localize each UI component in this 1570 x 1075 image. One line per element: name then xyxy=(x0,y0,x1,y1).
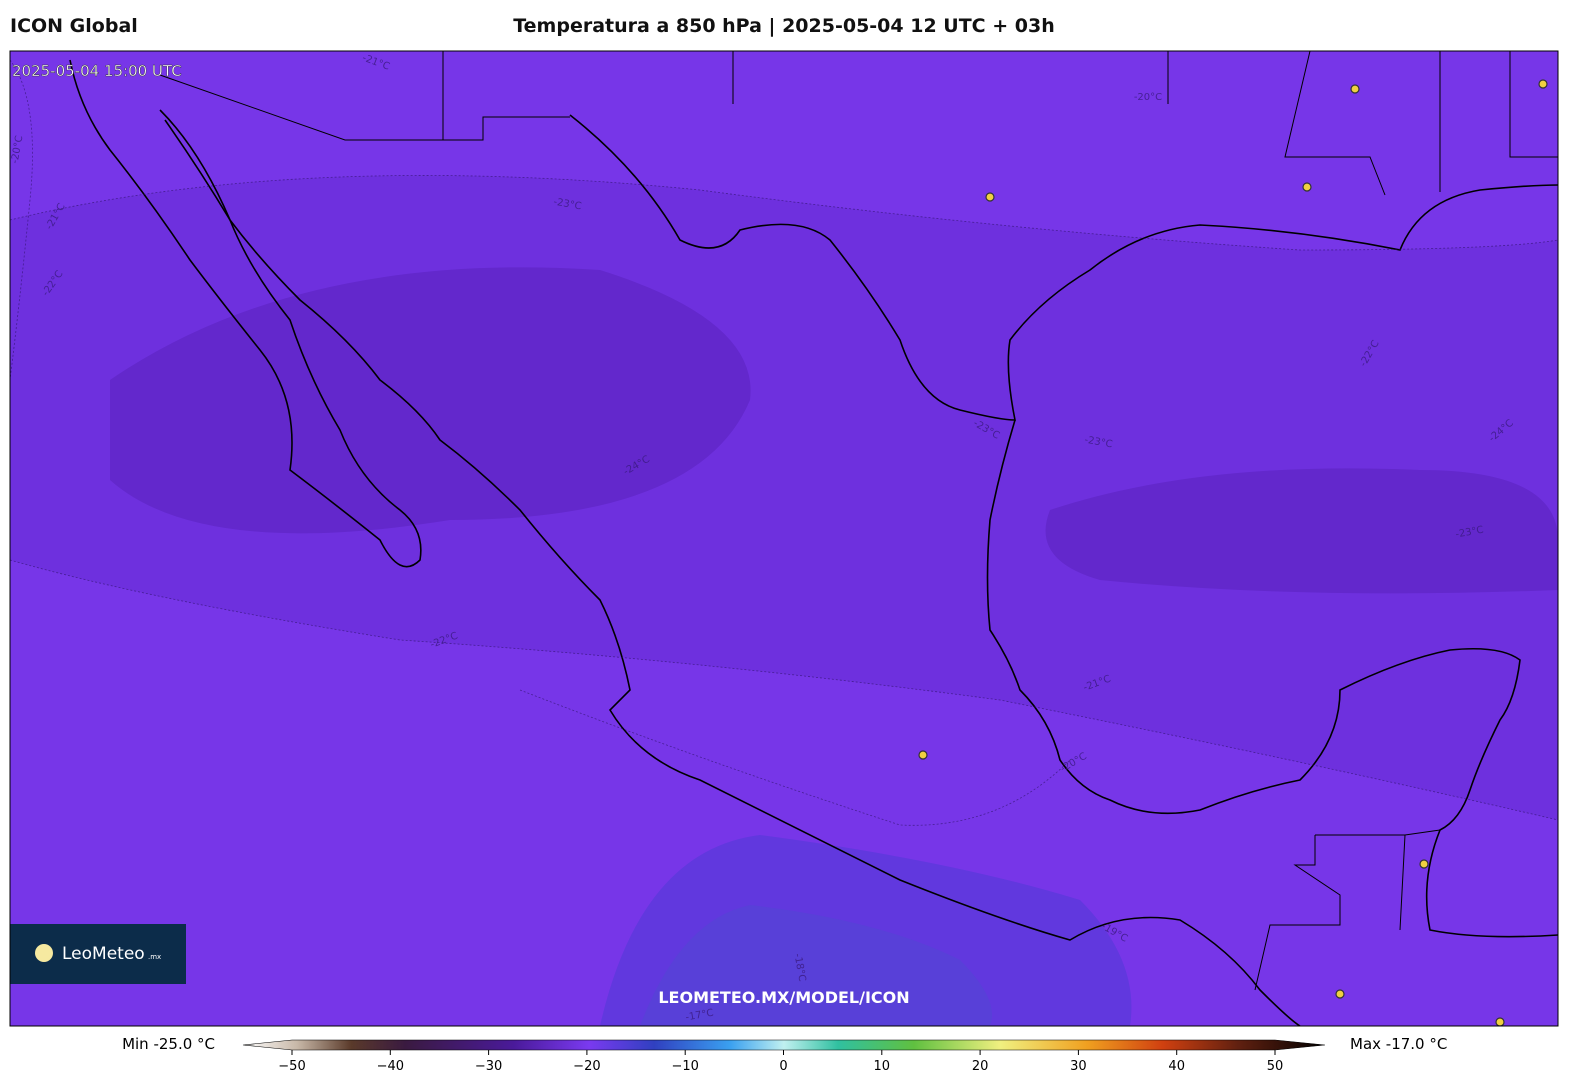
shade xyxy=(1045,468,1558,594)
colorbar-tick-label: 20 xyxy=(972,1059,989,1074)
logo-sun xyxy=(35,944,53,962)
colorbar-tick-label: −30 xyxy=(475,1059,502,1074)
colorbar-tick-label: 40 xyxy=(1168,1059,1185,1074)
coastline xyxy=(569,114,1558,421)
city xyxy=(1302,182,1312,192)
colorbar-tick-label: 50 xyxy=(1267,1059,1284,1074)
model-name: ICON Global xyxy=(10,15,138,37)
coastline xyxy=(986,419,1558,938)
shade xyxy=(110,267,751,534)
city xyxy=(918,750,928,760)
coastline xyxy=(159,109,1301,1026)
logo-name: LeoMeteo xyxy=(62,944,145,964)
contour-label: -17°C xyxy=(685,1008,715,1024)
max-label: Max -17.0 °C xyxy=(1350,1035,1447,1053)
city xyxy=(1335,989,1345,999)
colorbar-tick-label: 0 xyxy=(779,1059,787,1074)
map-frame xyxy=(9,50,1559,1027)
contour-label: -20°C xyxy=(10,135,26,165)
colorbar-tick-label: 30 xyxy=(1070,1059,1087,1074)
watermark: LEOMETEO.MX/MODEL/ICON xyxy=(658,988,909,1007)
logo-suffix: .mx xyxy=(148,953,161,961)
city xyxy=(1419,859,1429,869)
min-label: Min -25.0 °C xyxy=(122,1035,215,1053)
map: -21°C-20°C-20°C-21°C-22°C-23°C-24°C-23°C… xyxy=(10,51,1558,1026)
colorbar-tick-label: −40 xyxy=(377,1059,404,1074)
colorbar xyxy=(242,1039,1326,1051)
border xyxy=(159,51,1558,991)
valid-time: 2025-05-04 15:00 UTC xyxy=(12,62,182,80)
contour-label: -23°C xyxy=(553,197,583,213)
city xyxy=(985,192,995,202)
map-title: Temperatura a 850 hPa | 2025-05-04 12 UT… xyxy=(513,15,1055,37)
city xyxy=(1495,1017,1505,1026)
contour-label: -18°C xyxy=(792,953,808,983)
city xyxy=(1538,79,1548,89)
contour-label: -23°C xyxy=(1084,435,1114,451)
contour-label: -20°C xyxy=(1134,92,1162,103)
coastline xyxy=(69,59,422,568)
contour-label: -23°C xyxy=(1455,525,1485,541)
city xyxy=(1350,84,1360,94)
colorbar-tick-label: 10 xyxy=(874,1059,891,1074)
colorbar-tick-label: −10 xyxy=(671,1059,698,1074)
colorbar-tick-label: −20 xyxy=(573,1059,600,1074)
colorbar-tick-label: −50 xyxy=(278,1059,305,1074)
contours xyxy=(10,59,1558,826)
shade xyxy=(640,905,992,1026)
